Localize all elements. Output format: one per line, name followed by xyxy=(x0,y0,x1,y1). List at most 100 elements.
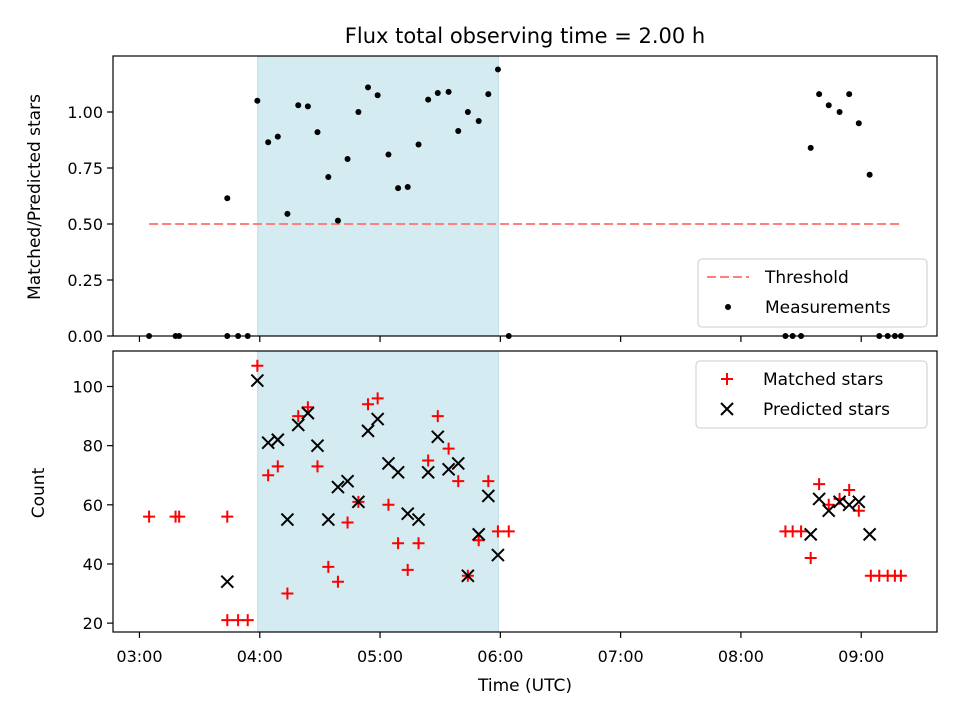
matched-star-marker xyxy=(221,510,234,523)
matched-star-marker xyxy=(173,510,186,523)
measurement-point xyxy=(494,66,501,73)
measurement-point xyxy=(344,156,351,163)
predicted-star-marker xyxy=(340,474,355,488)
measurement-point xyxy=(855,120,862,127)
top-y-axis-label: Matched/Predicted stars xyxy=(25,94,45,300)
predicted-star-marker xyxy=(271,433,285,447)
measurement-point xyxy=(265,139,272,146)
top-y-tick-label: 0.25 xyxy=(67,271,103,290)
measurement-point xyxy=(254,97,261,104)
matched-star-marker xyxy=(362,398,375,411)
bottom-y-tick-label: 20 xyxy=(83,614,103,633)
predicted-star-marker xyxy=(431,430,445,444)
x-tick-label: 08:00 xyxy=(718,647,764,666)
legend-threshold-label: Threshold xyxy=(764,268,849,288)
measurement-point xyxy=(334,217,341,224)
predicted-star-marker xyxy=(291,418,305,432)
predicted-star-marker xyxy=(351,495,366,509)
measurement-point xyxy=(464,109,471,115)
measurement-point xyxy=(355,109,362,115)
predicted-star-marker xyxy=(261,435,275,450)
predicted-star-marker xyxy=(812,492,826,506)
matched-star-marker xyxy=(271,460,284,473)
matched-star-marker xyxy=(311,460,324,473)
x-tick-label: 03:00 xyxy=(116,647,162,666)
matched-star-marker xyxy=(472,534,485,547)
measurement-point xyxy=(455,128,462,135)
matched-star-marker xyxy=(894,569,907,582)
bottom-axes-frame xyxy=(112,350,938,633)
measurement-point xyxy=(475,117,482,124)
matched-star-marker xyxy=(392,537,405,550)
predicted-star-marker xyxy=(803,527,818,542)
bottom-y-axis-label: Count xyxy=(29,467,49,518)
matched-star-marker xyxy=(431,410,444,423)
bottom-y-tick-label: 60 xyxy=(83,496,103,515)
bottom-series-predicted-stars xyxy=(220,373,877,589)
x-tick-label: 05:00 xyxy=(357,647,403,666)
measurement-point xyxy=(807,144,814,151)
legend-box xyxy=(697,258,928,328)
top-legend: Threshold Measurements xyxy=(697,258,928,328)
measurement-point xyxy=(445,88,452,95)
x-tick-label: 04:00 xyxy=(237,647,283,666)
predicted-star-marker xyxy=(842,498,856,512)
measurement-point xyxy=(284,210,291,217)
predicted-star-marker xyxy=(481,489,496,503)
legend-predicted-label: Predicted stars xyxy=(763,400,890,420)
matched-star-marker xyxy=(241,614,254,627)
measurement-point xyxy=(365,84,372,91)
bottom-y-tick-label: 100 xyxy=(72,377,103,396)
matched-star-marker xyxy=(281,587,294,600)
matched-star-marker xyxy=(382,498,395,511)
matched-star-marker xyxy=(331,575,344,588)
legend-predicted-swatch xyxy=(720,402,734,416)
predicted-star-marker xyxy=(370,412,385,426)
matched-star-marker xyxy=(442,442,455,455)
legend-matched-swatch xyxy=(721,373,733,385)
matched-star-marker xyxy=(322,560,335,573)
matched-star-marker xyxy=(452,475,465,488)
measurement-point xyxy=(314,129,321,136)
measurement-point xyxy=(415,141,422,148)
matched-star-marker xyxy=(795,525,808,538)
x-tick-label: 06:00 xyxy=(477,647,523,666)
top-y-tick-label: 0.50 xyxy=(67,215,103,234)
matched-star-marker xyxy=(143,510,156,523)
x-axis-label: Time (UTC) xyxy=(477,676,572,696)
predicted-star-marker xyxy=(250,373,265,388)
measurement-point xyxy=(816,91,823,98)
predicted-star-marker xyxy=(852,495,866,509)
matched-star-marker xyxy=(221,614,234,627)
bottom-y-tick-label: 40 xyxy=(83,555,103,574)
matched-star-marker xyxy=(491,525,504,538)
chart-title: Flux total observing time = 2.00 h xyxy=(345,24,705,48)
measurement-point xyxy=(846,91,853,98)
measurement-point xyxy=(434,89,441,96)
bottom-series-matched-stars xyxy=(143,359,907,627)
predicted-star-marker xyxy=(361,424,375,438)
matched-star-marker xyxy=(292,410,305,423)
bottom-y-tick-label: 80 xyxy=(83,437,103,456)
measurement-point xyxy=(404,184,411,191)
predicted-star-marker xyxy=(321,512,336,527)
predicted-star-marker xyxy=(310,438,325,453)
matched-star-marker xyxy=(401,563,414,576)
measurement-point xyxy=(274,133,281,140)
predicted-star-marker xyxy=(391,465,405,479)
predicted-star-marker xyxy=(862,527,877,542)
matched-star-marker xyxy=(251,359,264,372)
predicted-star-marker xyxy=(280,512,295,527)
matched-star-marker xyxy=(371,392,384,405)
predicted-star-marker xyxy=(451,456,465,471)
predicted-star-marker xyxy=(461,569,475,583)
measurement-point xyxy=(325,173,332,180)
legend-measurements-label: Measurements xyxy=(765,298,891,318)
legend-matched-label: Matched stars xyxy=(763,370,883,390)
plot-layer: 0.00 0.25 0.50 0.75 1.00 20 40 60 80 100 03:00 04:0… xyxy=(67,55,938,666)
predicted-star-marker xyxy=(331,480,345,494)
predicted-star-marker xyxy=(832,495,847,509)
measurement-point xyxy=(485,91,492,98)
matched-star-marker xyxy=(412,537,425,550)
